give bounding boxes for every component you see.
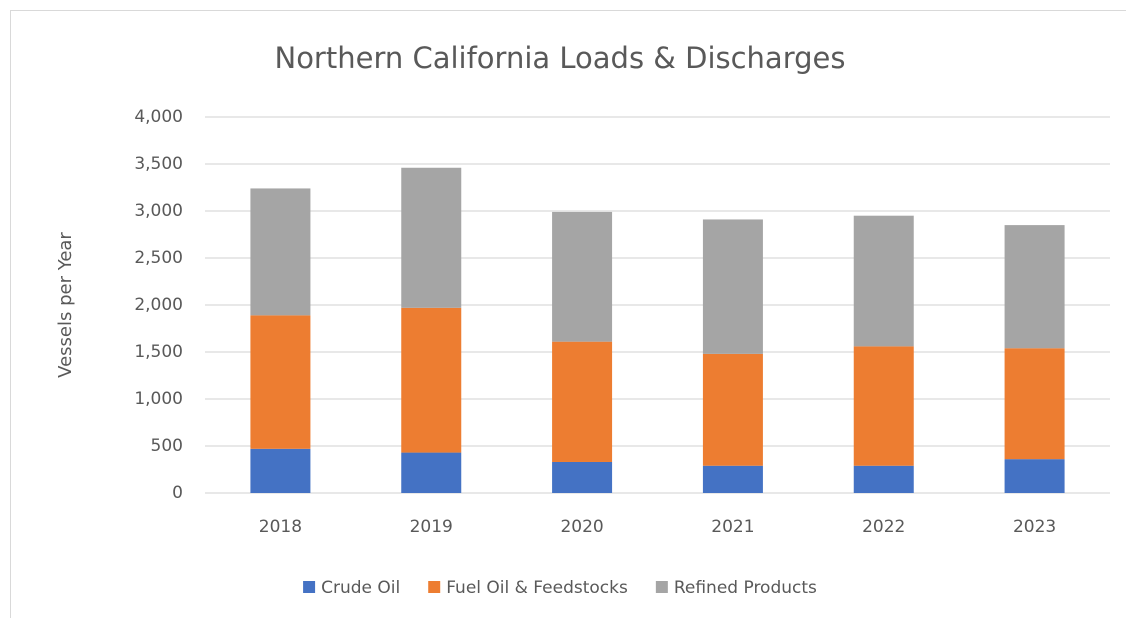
y-tick-label: 0 [172, 483, 183, 503]
bar-segment [702, 219, 763, 354]
y-tick-label: 1,000 [134, 389, 183, 409]
bar-segment [401, 452, 462, 493]
bar-segment [702, 465, 763, 493]
x-tick-label: 2018 [259, 517, 302, 537]
x-tick-label: 2020 [560, 517, 603, 537]
bar-segment [1004, 225, 1065, 349]
y-tick-label: 2,500 [134, 248, 183, 268]
y-axis-label: Vessels per Year [55, 232, 76, 378]
bar-segment [552, 461, 613, 493]
chart-title: Northern California Loads & Discharges [275, 41, 846, 75]
y-tick-label: 4,000 [134, 107, 183, 127]
bar-segment [1004, 348, 1065, 460]
legend-label: Crude Oil [321, 578, 400, 598]
bar-segment [1004, 459, 1065, 493]
legend-swatch [303, 581, 316, 593]
y-tick-label: 500 [151, 436, 183, 456]
bar-segment [250, 188, 311, 316]
x-tick-label: 2023 [1013, 517, 1056, 537]
bar-segment [250, 315, 311, 449]
bar-segment [853, 215, 914, 347]
y-tick-label: 3,500 [134, 154, 183, 174]
y-tick-label: 2,000 [134, 295, 183, 315]
bar-segment [552, 211, 613, 342]
bar-segment [702, 353, 763, 466]
bar-segment [552, 341, 613, 462]
bar-segment [250, 448, 311, 493]
x-tick-label: 2021 [711, 517, 754, 537]
bar-segment [853, 465, 914, 493]
x-tick-label: 2022 [862, 517, 905, 537]
legend-label: Refined Products [674, 578, 817, 598]
legend-swatch [655, 581, 668, 593]
bar-segment [401, 167, 462, 308]
legend-swatch [428, 581, 441, 593]
bar-segment [401, 307, 462, 453]
x-tick-label: 2019 [410, 517, 453, 537]
y-tick-label: 1,500 [134, 342, 183, 362]
bar-segment [853, 346, 914, 466]
legend-label: Fuel Oil & Feedstocks [446, 578, 628, 598]
y-tick-label: 3,000 [134, 201, 183, 221]
